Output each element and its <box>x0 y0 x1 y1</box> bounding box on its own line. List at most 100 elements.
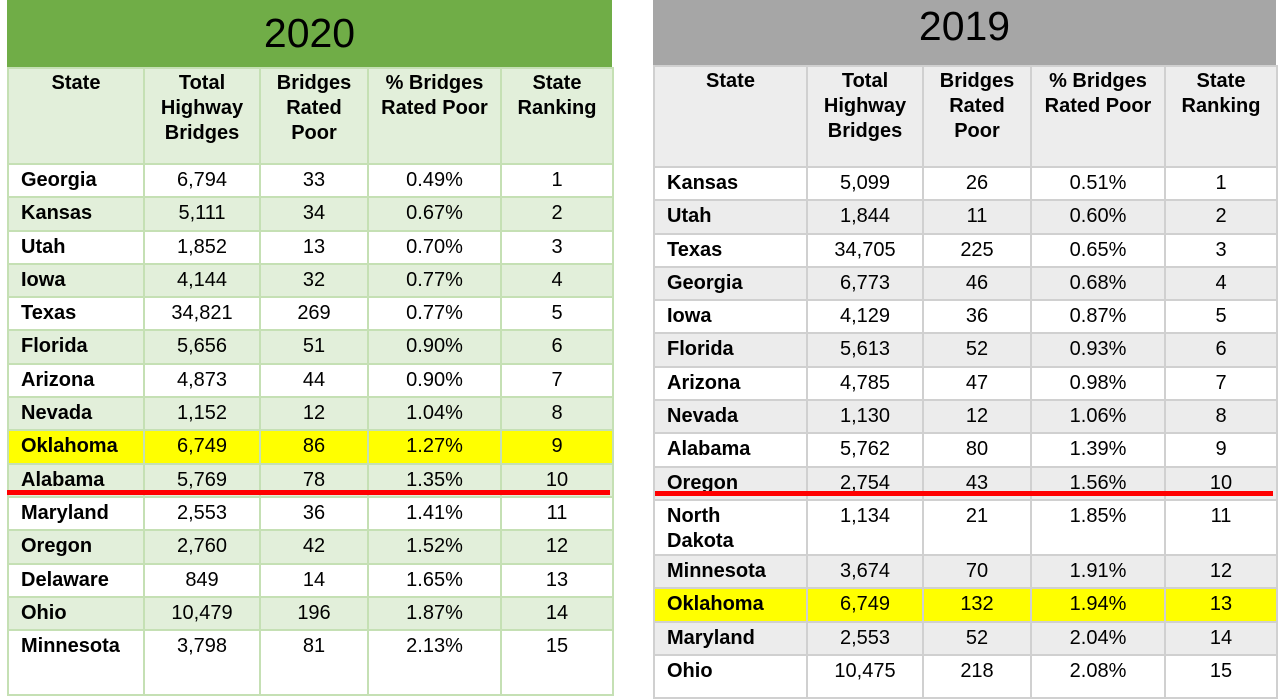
cell-percent-poor: 0.70% <box>367 229 502 265</box>
cell-bridges-poor: 36 <box>259 495 369 532</box>
column-header-state-ranking: State Ranking <box>1164 65 1278 168</box>
cell-bridges-poor: 269 <box>259 296 369 332</box>
cell-total-bridges: 2,760 <box>143 529 261 565</box>
cell-total-bridges: 1,852 <box>143 229 261 265</box>
cell-state: Kansas <box>653 165 808 202</box>
table-row: Florida 5,656 51 0.90% 6 <box>7 329 614 365</box>
table-row: Utah 1,852 13 0.70% 3 <box>7 229 614 265</box>
cell-total-bridges: 4,873 <box>143 362 261 399</box>
cell-total-bridges: 4,144 <box>143 262 261 299</box>
cell-percent-poor: 2.13% <box>367 629 502 697</box>
table-row: Georgia 6,773 46 0.68% 4 <box>653 265 1278 302</box>
table-row: Georgia 6,794 33 0.49% 1 <box>7 162 614 199</box>
cell-bridges-poor: 12 <box>259 396 369 432</box>
cell-percent-poor: 1.94% <box>1030 587 1166 623</box>
cell-state-ranking: 12 <box>500 529 614 565</box>
cell-percent-poor: 0.67% <box>367 196 502 232</box>
cell-bridges-poor: 86 <box>259 429 369 465</box>
cell-total-bridges: 5,099 <box>806 165 924 202</box>
table-row: Nevada 1,130 12 1.06% 8 <box>653 399 1278 435</box>
cell-percent-poor: 1.65% <box>367 562 502 598</box>
cell-bridges-poor: 12 <box>922 399 1032 435</box>
cell-percent-poor: 1.85% <box>1030 498 1166 556</box>
cell-percent-poor: 1.04% <box>367 396 502 432</box>
cell-state-ranking: 13 <box>1164 587 1278 623</box>
table-row: Ohio 10,475 218 2.08% 15 <box>653 653 1278 699</box>
cell-state: Iowa <box>7 262 145 299</box>
cell-bridges-poor: 70 <box>922 553 1032 590</box>
bridges-table-2019: State Total Highway Bridges Bridges Rated … <box>653 65 1278 699</box>
bridges-table-2020: State Total Highway Bridges Bridges Rated … <box>7 67 614 697</box>
cell-state: Nevada <box>7 396 145 432</box>
table-row: Alabama 5,762 80 1.39% 9 <box>653 432 1278 468</box>
cell-total-bridges: 6,749 <box>806 587 924 623</box>
cell-state: Alabama <box>653 432 808 468</box>
cell-state: Iowa <box>653 299 808 335</box>
cell-bridges-poor: 47 <box>922 365 1032 402</box>
cell-bridges-poor: 51 <box>259 329 369 365</box>
cell-state-ranking: 8 <box>1164 399 1278 435</box>
cell-state: Minnesota <box>653 553 808 590</box>
cell-state: Texas <box>653 232 808 268</box>
table-row: Delaware 849 14 1.65% 13 <box>7 562 614 598</box>
table-row: Maryland 2,553 36 1.41% 11 <box>7 495 614 532</box>
cell-percent-poor: 1.41% <box>367 495 502 532</box>
cell-state-ranking: 8 <box>500 396 614 432</box>
cell-bridges-poor: 42 <box>259 529 369 565</box>
cell-percent-poor: 1.52% <box>367 529 502 565</box>
cell-total-bridges: 3,798 <box>143 629 261 697</box>
cell-bridges-poor: 11 <box>922 199 1032 235</box>
top-ten-cutoff-line-2020 <box>7 490 610 495</box>
cell-percent-poor: 0.98% <box>1030 365 1166 402</box>
cell-state: Florida <box>653 332 808 368</box>
cell-bridges-poor: 14 <box>259 562 369 598</box>
cell-bridges-poor: 32 <box>259 262 369 299</box>
cell-bridges-poor: 21 <box>922 498 1032 556</box>
cell-state: Oklahoma <box>7 429 145 465</box>
top-ten-cutoff-line-2019 <box>655 491 1273 496</box>
cell-state: Nevada <box>653 399 808 435</box>
table-row: Arizona 4,785 47 0.98% 7 <box>653 365 1278 402</box>
cell-bridges-poor: 33 <box>259 162 369 199</box>
table-row: Texas 34,705 225 0.65% 3 <box>653 232 1278 268</box>
cell-state-ranking: 2 <box>1164 199 1278 235</box>
table-row: Kansas 5,099 26 0.51% 1 <box>653 165 1278 202</box>
table-row: Utah 1,844 11 0.60% 2 <box>653 199 1278 235</box>
cell-state: Minnesota <box>7 629 145 697</box>
header-row: State Total Highway Bridges Bridges Rated … <box>7 67 614 165</box>
cell-state-ranking: 7 <box>500 362 614 399</box>
cell-total-bridges: 34,821 <box>143 296 261 332</box>
cell-state-ranking: 5 <box>1164 299 1278 335</box>
table-title-2020: 2020 <box>7 0 612 67</box>
cell-bridges-poor: 225 <box>922 232 1032 268</box>
cell-state: Arizona <box>7 362 145 399</box>
table-row: Florida 5,613 52 0.93% 6 <box>653 332 1278 368</box>
cell-state-text: North Dakota <box>667 504 734 552</box>
column-header-state-ranking: State Ranking <box>500 67 614 165</box>
cell-percent-poor: 1.91% <box>1030 553 1166 590</box>
cell-total-bridges: 1,844 <box>806 199 924 235</box>
cell-state-ranking: 15 <box>1164 653 1278 699</box>
cell-state-ranking: 11 <box>500 495 614 532</box>
cell-state-ranking: 9 <box>1164 432 1278 468</box>
cell-percent-poor: 1.39% <box>1030 432 1166 468</box>
cell-total-bridges: 6,773 <box>806 265 924 302</box>
cell-percent-poor: 0.49% <box>367 162 502 199</box>
cell-state-ranking: 13 <box>500 562 614 598</box>
cell-state: Georgia <box>653 265 808 302</box>
cell-total-bridges: 34,705 <box>806 232 924 268</box>
table-row: Maryland 2,553 52 2.04% 14 <box>653 620 1278 656</box>
cell-state-ranking: 3 <box>500 229 614 265</box>
cell-state-ranking: 12 <box>1164 553 1278 590</box>
cell-bridges-poor: 36 <box>922 299 1032 335</box>
cell-percent-poor: 0.68% <box>1030 265 1166 302</box>
column-header-total-bridges: Total Highway Bridges <box>143 67 261 165</box>
table-row: Texas 34,821 269 0.77% 5 <box>7 296 614 332</box>
cell-total-bridges: 6,749 <box>143 429 261 465</box>
table-2019-panel: 2019 State Total Highway Bridges Bridges R… <box>653 0 1278 699</box>
table-row: Oklahoma 6,749 86 1.27% 9 <box>7 429 614 465</box>
cell-total-bridges: 10,475 <box>806 653 924 699</box>
cell-total-bridges: 5,613 <box>806 332 924 368</box>
cell-bridges-poor: 34 <box>259 196 369 232</box>
cell-total-bridges: 6,794 <box>143 162 261 199</box>
